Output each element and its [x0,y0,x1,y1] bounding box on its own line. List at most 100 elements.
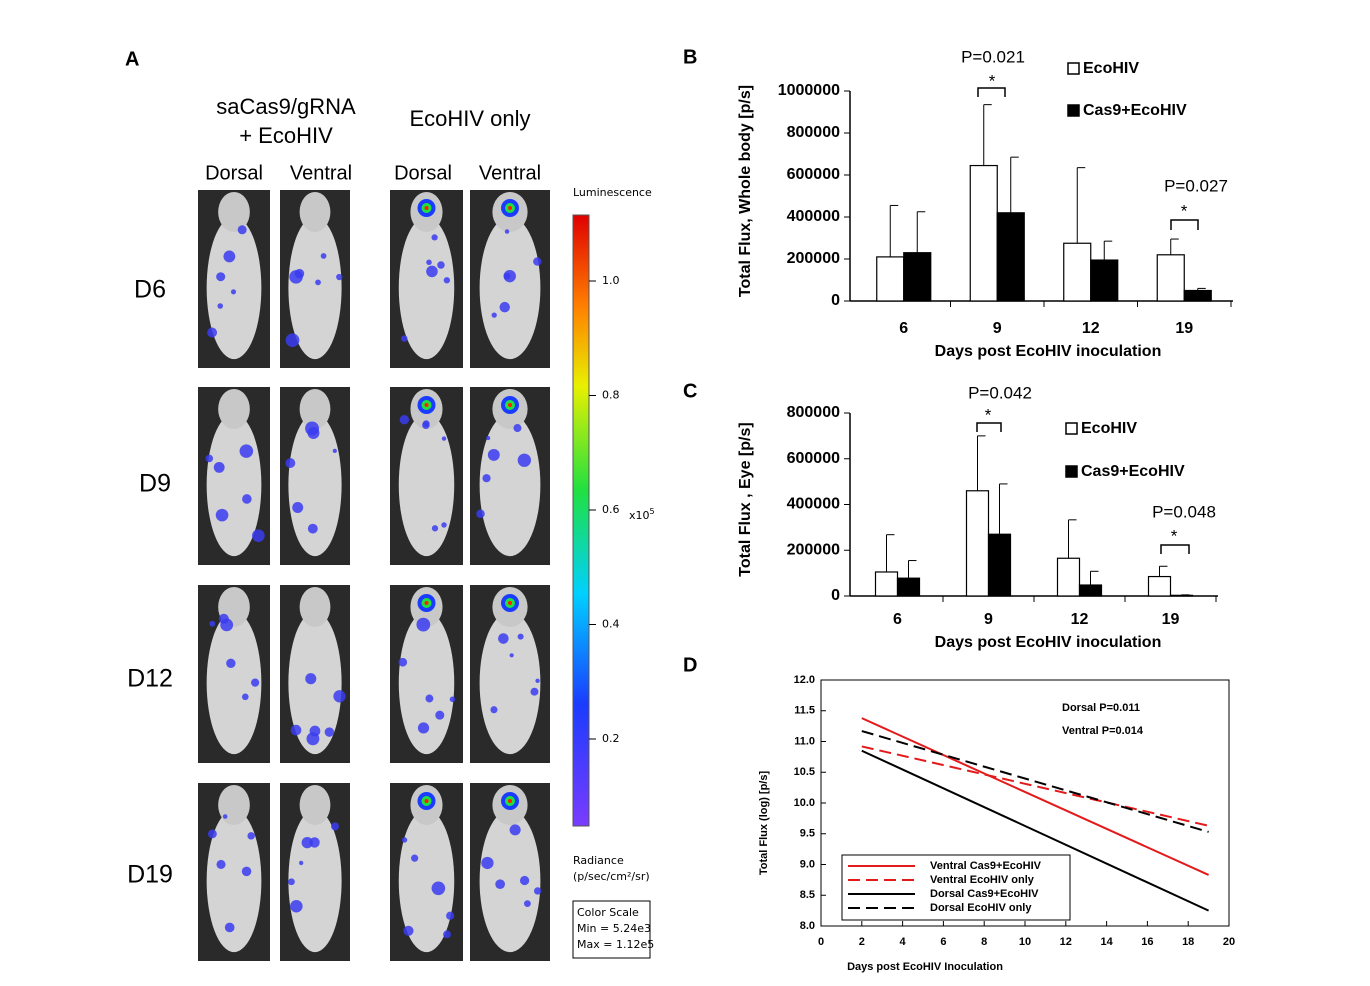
signal [504,229,510,234]
p-value: P=0.027 [1164,176,1228,195]
signal [241,693,249,701]
signal [332,448,337,453]
x-tick-label: 6 [940,936,946,948]
view-label: Ventral [479,162,541,184]
signal [237,225,247,235]
signal [503,272,511,280]
legend-label: EcoHIV [1081,420,1137,437]
bar [1183,289,1212,302]
signal [509,824,521,836]
signal [422,421,430,429]
bar [1078,584,1103,597]
signal [213,461,225,473]
bracket [976,422,1002,432]
signal [209,620,216,627]
bar [1063,242,1092,302]
scale-box [572,900,651,959]
signal [401,335,408,342]
mouse-body [288,216,342,360]
x-tick-label: 19 [1175,320,1193,337]
x-tick-label: 6 [893,611,902,628]
signal [307,427,320,439]
bar [1169,594,1194,597]
panel-label: A [125,48,139,70]
y-tick-label: 10.5 [794,766,815,778]
view-label: Ventral [290,162,352,184]
series-line [861,745,1209,827]
colorbar-unit: x105 [629,507,655,523]
y-tick-label: 800000 [787,124,840,141]
signal [424,799,429,803]
signal [517,453,531,467]
series-line [861,730,1209,833]
group-title: + EcoHIV [239,123,333,148]
signal [401,837,408,843]
signal [216,272,226,282]
signal [320,253,327,259]
signal [426,259,432,266]
signal [498,633,509,644]
signal [482,474,491,483]
signal [290,899,303,913]
group-title: saCas9/gRNA [216,94,356,119]
y-tick-label: 9.0 [800,858,815,870]
mouse-body [206,216,262,360]
signal [299,860,304,866]
y-axis-label: Total Flux , Eye [p/s] [737,422,754,576]
signal [242,494,252,504]
signal [399,415,410,425]
bar [903,252,932,302]
legend-swatch [1067,62,1080,75]
y-tick-label: 11.5 [794,705,815,717]
signal [216,859,226,870]
mouse-body [288,611,342,755]
significance: * [1181,201,1188,220]
y-tick-label: 8.5 [800,889,815,901]
colorbar-ticks: 1.0 0.8 0.6 0.4 0.2 [589,274,620,745]
mouse-body [479,611,541,755]
x-tick-label: 8 [981,936,987,948]
significance: * [1171,526,1178,545]
bar [1090,259,1119,302]
row-label: D9 [139,470,171,498]
signal [207,829,217,839]
radiance-unit: (p/sec/cm²/sr) [573,870,650,883]
colorbar-tick-label: 0.4 [602,618,620,631]
series-line [861,717,1210,876]
signal [205,454,214,463]
signal [306,732,320,746]
mouse-body [206,809,262,953]
mouse-head [299,389,331,429]
mouse-body [479,809,541,953]
bar [1056,557,1081,597]
signal [491,312,497,318]
signal [535,678,540,684]
mouse-head [218,192,250,232]
mouse-body [206,611,262,755]
signal [424,206,429,210]
signal [508,799,512,803]
signal [230,289,237,295]
signal [247,832,255,840]
x-tick-label: 9 [993,320,1002,337]
x-tick-label: 16 [1141,936,1153,948]
p-value: P=0.021 [961,47,1025,66]
significance: * [985,405,992,424]
y-axis-label: Total Flux (log) [p/s] [758,771,770,876]
signal [435,710,445,720]
signal [487,448,500,461]
signal [517,633,524,640]
signal [533,257,542,266]
signal [431,525,439,532]
mouse-head [299,587,331,627]
p-value: P=0.048 [1152,502,1216,521]
signal [223,250,236,263]
signal [309,837,320,848]
y-tick-label: 1000000 [778,82,840,99]
x-axis-label: Days post EcoHIV Inoculation [847,961,1003,973]
group-title: EcoHIV only [409,106,530,131]
legend-label: EcoHIV [1083,60,1139,77]
panel-label: B [683,46,697,68]
mouse-head [299,192,331,232]
